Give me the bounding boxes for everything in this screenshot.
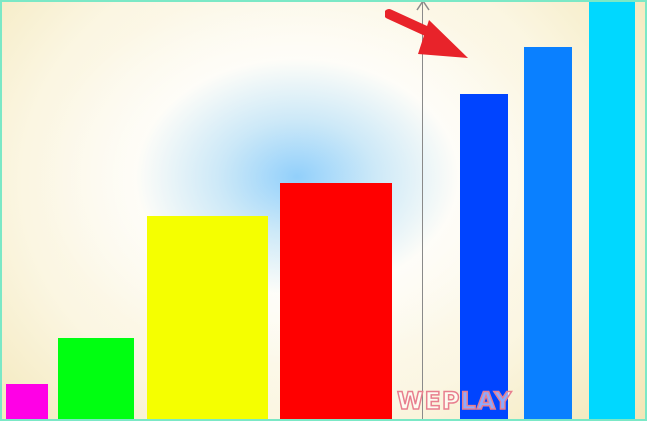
- caret-cursor-icon: [416, 2, 430, 11]
- bar-green[interactable]: [58, 338, 134, 419]
- bar-azure[interactable]: [524, 47, 572, 419]
- divider-line: [422, 2, 423, 419]
- bar-cyan[interactable]: [589, 2, 635, 419]
- bar-yellow[interactable]: [147, 216, 268, 419]
- bar-blue[interactable]: [460, 94, 508, 419]
- bar-red[interactable]: [280, 183, 392, 419]
- bar-magenta[interactable]: [6, 384, 48, 419]
- weplay-watermark: WEPLAY: [396, 386, 513, 416]
- red-arrow-icon: [385, 9, 468, 58]
